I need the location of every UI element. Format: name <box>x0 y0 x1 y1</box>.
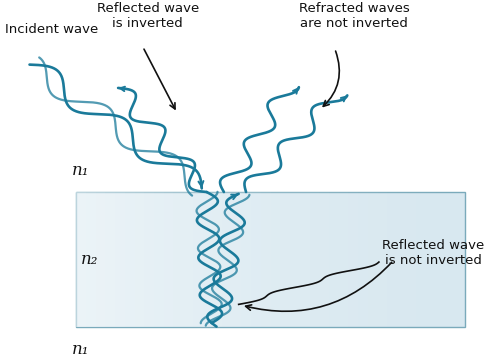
Bar <box>387 192 397 327</box>
Bar <box>96 192 105 327</box>
Text: n₁: n₁ <box>72 341 89 358</box>
Bar <box>242 192 251 327</box>
Bar <box>173 192 183 327</box>
Text: Reflected wave
is inverted: Reflected wave is inverted <box>96 2 199 30</box>
Bar <box>251 192 261 327</box>
Bar <box>446 192 455 327</box>
Bar <box>319 192 329 327</box>
Bar <box>232 192 242 327</box>
Bar <box>125 192 135 327</box>
Bar <box>203 192 212 327</box>
Bar <box>76 192 86 327</box>
Bar <box>183 192 193 327</box>
Bar <box>280 192 290 327</box>
Bar <box>416 192 426 327</box>
Bar <box>300 192 310 327</box>
Bar <box>436 192 446 327</box>
Bar <box>455 192 465 327</box>
Bar <box>154 192 164 327</box>
Text: Refracted waves
are not inverted: Refracted waves are not inverted <box>299 2 410 30</box>
Bar <box>76 192 465 327</box>
Text: Incident wave: Incident wave <box>5 23 98 36</box>
Bar <box>329 192 338 327</box>
Bar <box>348 192 358 327</box>
Bar <box>105 192 115 327</box>
Bar <box>426 192 436 327</box>
Bar <box>135 192 144 327</box>
Bar <box>271 192 280 327</box>
Bar <box>358 192 368 327</box>
Bar <box>212 192 222 327</box>
Bar <box>338 192 348 327</box>
Bar <box>368 192 378 327</box>
Text: Reflected wave
is not inverted: Reflected wave is not inverted <box>382 239 484 267</box>
Bar <box>222 192 232 327</box>
Bar <box>193 192 203 327</box>
Text: n₁: n₁ <box>72 163 89 180</box>
Bar <box>378 192 387 327</box>
Bar <box>86 192 96 327</box>
Bar <box>310 192 319 327</box>
Bar <box>397 192 407 327</box>
Bar <box>144 192 154 327</box>
Bar <box>164 192 173 327</box>
Text: n₂: n₂ <box>81 251 98 268</box>
Bar <box>115 192 125 327</box>
Bar <box>407 192 416 327</box>
Bar <box>261 192 271 327</box>
Bar <box>290 192 300 327</box>
